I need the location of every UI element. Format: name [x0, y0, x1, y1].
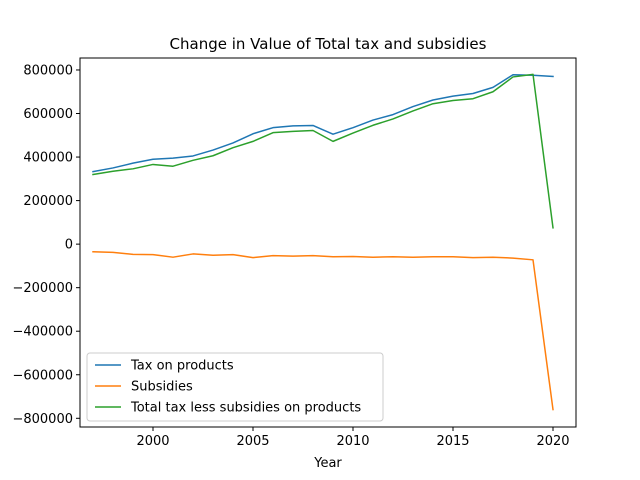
y-tick-label: 0 [65, 238, 73, 253]
y-tick-label: −800000 [12, 412, 73, 427]
y-tick-label: 400000 [23, 151, 73, 166]
plot-lines [92, 73, 554, 411]
plot-frame [79, 57, 577, 428]
y-tick-label: −600000 [12, 368, 73, 383]
x-tick-label: 2020 [536, 434, 569, 449]
series-line-0 [92, 74, 554, 173]
legend-label-0: Tax on products [130, 359, 234, 374]
chart-title: Change in Value of Total tax and subsidi… [170, 35, 487, 53]
y-tick-label: 600000 [23, 107, 73, 122]
x-axis-label: Year [313, 456, 342, 471]
legend: Tax on products Subsidies Total tax less s… [86, 352, 384, 422]
legend-label-2: Total tax less subsidies on products [130, 401, 361, 416]
y-tick-label: 800000 [23, 63, 73, 78]
x-tick-label: 2015 [436, 434, 469, 449]
x-tick-label: 2000 [136, 434, 169, 449]
legend-label-1: Subsidies [131, 380, 193, 395]
y-axis: 800000 600000 400000 200000 0 −200000 −400000 −… [12, 63, 80, 427]
y-tick-label: −400000 [12, 325, 73, 340]
series-line-1 [92, 250, 554, 411]
y-tick-label: 200000 [23, 194, 73, 209]
x-axis: 2000 2005 2010 2015 2020 [136, 427, 570, 449]
y-tick-label: −200000 [12, 281, 73, 296]
x-tick-label: 2010 [336, 434, 369, 449]
legend-box [86, 352, 384, 422]
x-tick-label: 2005 [236, 434, 269, 449]
series-line-2 [92, 73, 554, 229]
